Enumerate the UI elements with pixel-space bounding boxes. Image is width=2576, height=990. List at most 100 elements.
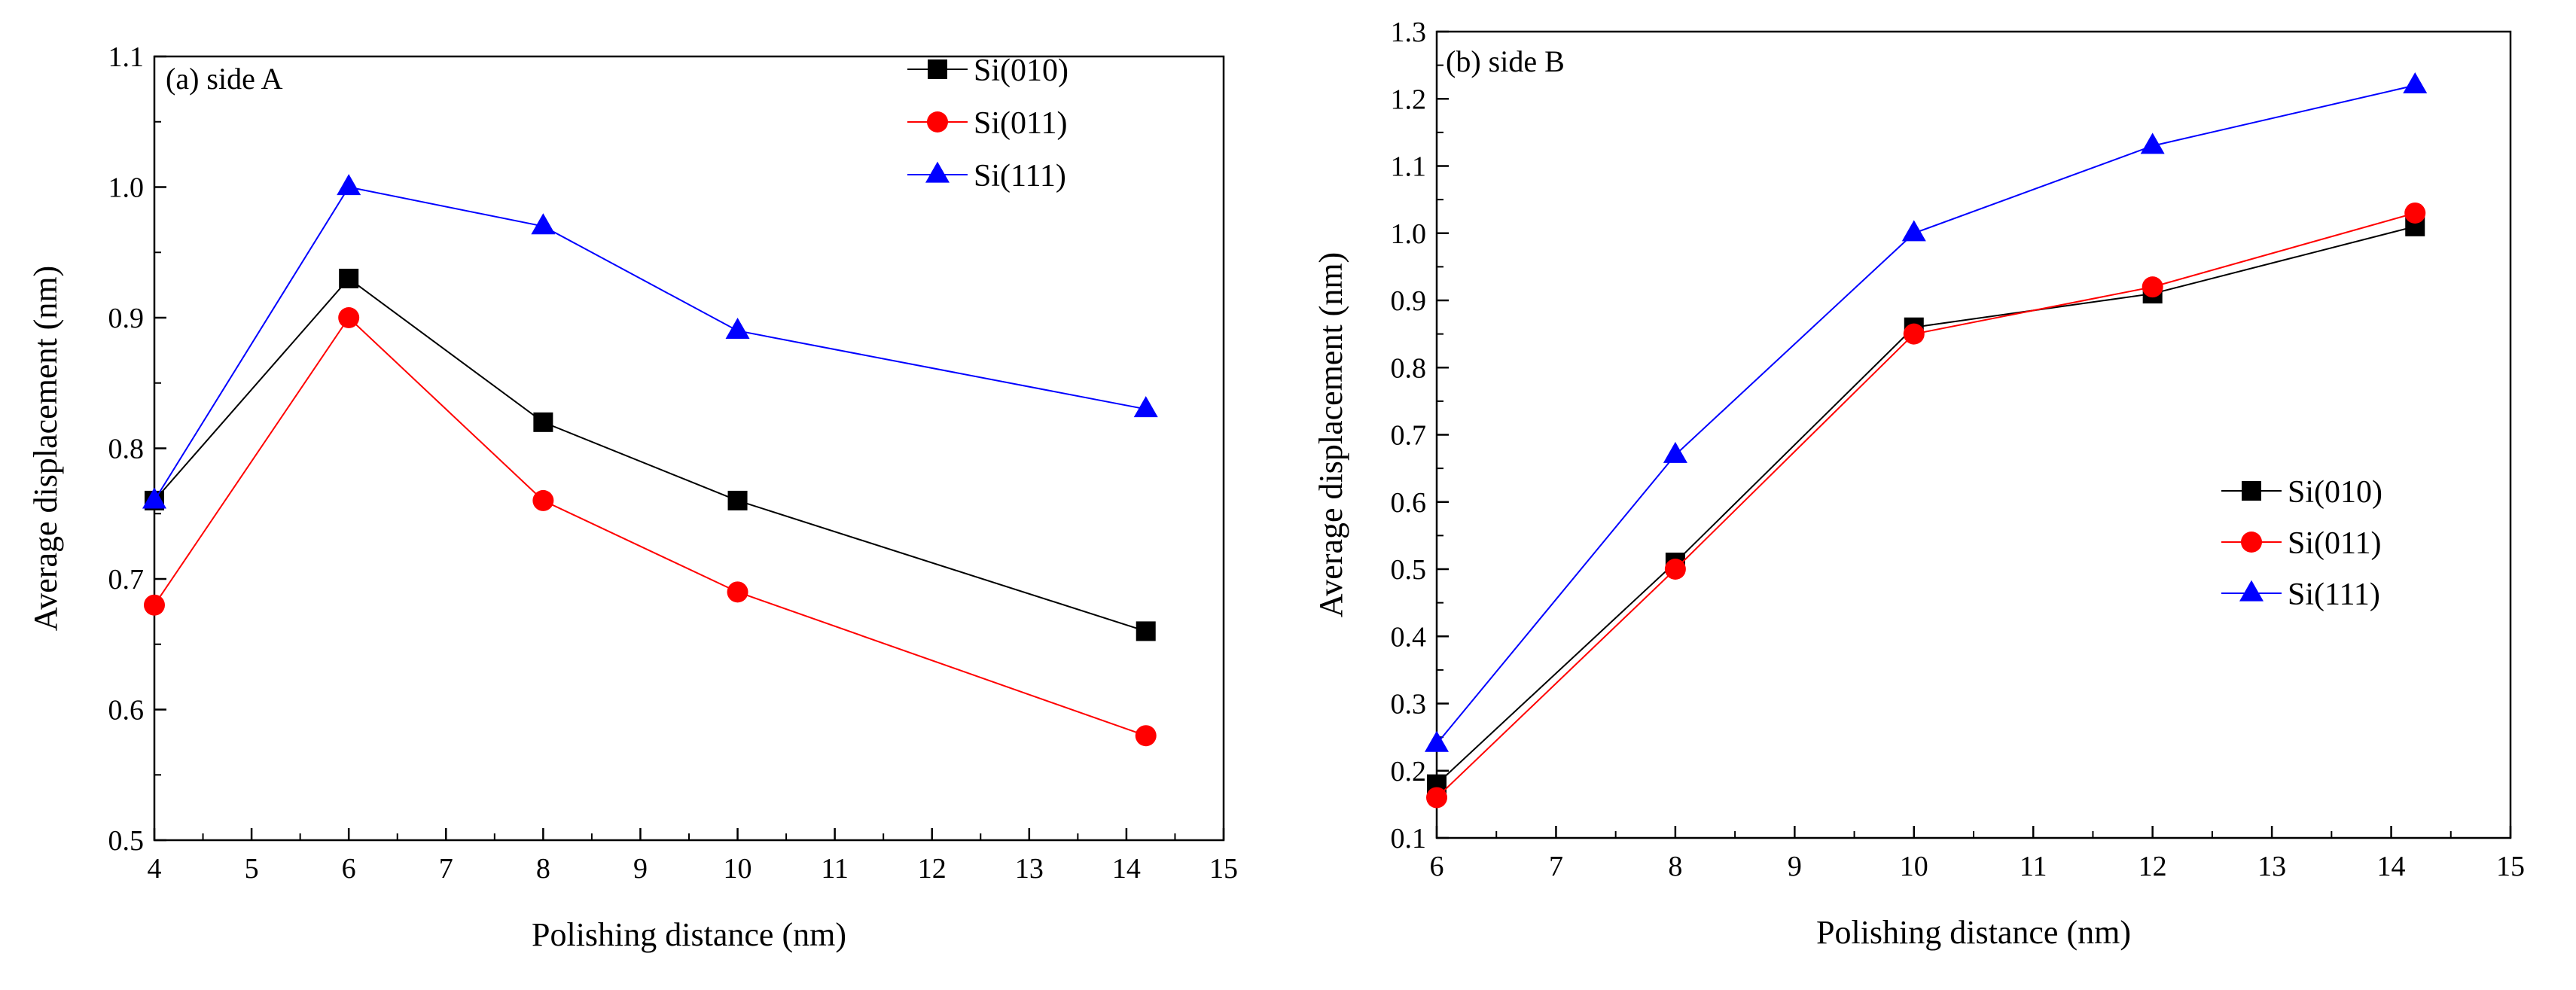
x-tick-label: 11 [2020,851,2047,882]
data-point [533,412,553,432]
y-tick-label: 0.8 [1391,352,1427,384]
x-tick-label: 14 [1112,853,1141,885]
data-point [1426,787,1447,809]
y-tick-label: 0.9 [108,303,145,334]
legend-marker [2239,580,2264,602]
y-tick-label: 0.9 [1391,285,1427,317]
legend-item: Si(111) [907,159,1066,193]
y-tick-label: 0.2 [1391,756,1427,787]
legend-marker [925,161,950,183]
legend-label: Si(010) [2288,475,2382,510]
data-point [142,487,166,509]
chart-panel-b: 6 7 8 9 10 11 12 13 14 15 0.1 0.2 0.3 0.4 0.5 0.6 0.7 0.8… [1312,17,2525,951]
data-point [725,317,750,339]
y-tick-label: 0.6 [108,695,145,727]
series-line [154,277,1147,632]
y-axis-title: Average displacement (nm) [1312,252,1349,617]
legend-label: Si(111) [974,159,1066,193]
legend-item: Si(111) [2221,577,2380,612]
x-tick-label: 7 [439,853,453,885]
panel-title: (a) side A [166,62,283,96]
legend-marker [927,111,948,133]
legend-item: Si(011) [2221,526,2381,561]
series-si111 [142,174,1158,509]
legend-label: Si(011) [974,106,1067,141]
legend-item: Si(010) [2221,475,2382,510]
y-tick-label: 0.3 [1391,689,1427,720]
series-si011 [144,307,1157,747]
data-point [531,213,556,235]
legend-item: Si(010) [907,53,1069,88]
x-tick-label: 4 [148,853,162,885]
y-tick-label: 0.7 [108,564,145,596]
x-axis-title: Polishing distance (nm) [532,916,846,953]
x-tick-label: 9 [1788,851,1802,882]
legend-item: Si(011) [907,106,1067,141]
legend-marker [2242,481,2261,501]
data-point [1664,559,1686,580]
legend-marker [928,59,947,79]
y-tick-label: 0.8 [108,434,145,465]
x-axis-title: Polishing distance (nm) [1816,914,2131,951]
y-tick-label: 1.1 [1391,151,1427,183]
y-tick-label: 1.0 [108,172,145,204]
legend-marker [2241,532,2262,553]
y-tick-label: 0.5 [108,825,145,857]
series-si010 [145,268,1156,641]
chart-panel-a: 4 5 6 7 8 9 10 11 12 13 14 15 0.5 0.6 0.7 0.8 0.9 1.0 1.1 P… [27,41,1238,953]
y-tick-label: 0.6 [1391,487,1427,519]
panel-title: (b) side B [1446,44,1565,78]
series-line [1436,212,2416,799]
x-tick-label: 13 [2257,851,2286,882]
data-point [532,489,554,511]
data-point [727,581,748,603]
data-point [144,594,165,616]
plot-frame [1435,30,2512,839]
data-point [2140,133,2165,154]
data-point [1133,396,1158,418]
y-axis-title: Average displacement (nm) [27,266,64,631]
legend-label: Si(010) [974,53,1069,88]
x-tick-label: 10 [1900,851,1928,882]
x-tick-label: 10 [724,853,752,885]
legend-label: Si(011) [2288,526,2381,561]
data-point [2404,202,2426,224]
x-tick-label: 7 [1549,851,1563,882]
y-tick-label: 0.7 [1391,420,1427,452]
x-tick-label: 12 [2139,851,2167,882]
x-tick-label: 15 [2496,851,2525,882]
series-line [1436,225,2416,785]
series-si111 [1425,72,2428,752]
y-tick-label: 0.4 [1391,621,1427,653]
data-point [1136,621,1156,641]
x-tick-label: 9 [633,853,648,885]
data-point [2403,72,2428,94]
y-tick-label: 0.1 [1391,823,1427,854]
data-point [1663,441,1687,463]
x-tick-label: 14 [2377,851,2406,882]
y-tick-label: 0.5 [1391,554,1427,586]
x-tick-label: 8 [1668,851,1682,882]
legend-label: Si(111) [2288,577,2380,612]
data-point [339,268,359,288]
y-tick-label: 1.1 [108,41,145,73]
x-tick-label: 11 [821,853,849,885]
y-tick-label: 1.2 [1391,84,1427,115]
data-point [1135,725,1157,747]
x-tick-label: 8 [536,853,550,885]
x-tick-label: 5 [245,853,259,885]
data-point [338,307,360,328]
x-tick-label: 13 [1015,853,1044,885]
data-point [1901,220,1926,242]
x-tick-label: 12 [918,853,947,885]
x-tick-label: 6 [1430,851,1444,882]
data-point [337,174,361,196]
x-tick-label: 6 [342,853,356,885]
series-line [1436,84,2416,745]
data-point [1425,730,1449,752]
y-tick-label: 1.3 [1391,17,1427,48]
series-si010 [1427,216,2425,794]
data-point [2142,276,2163,298]
